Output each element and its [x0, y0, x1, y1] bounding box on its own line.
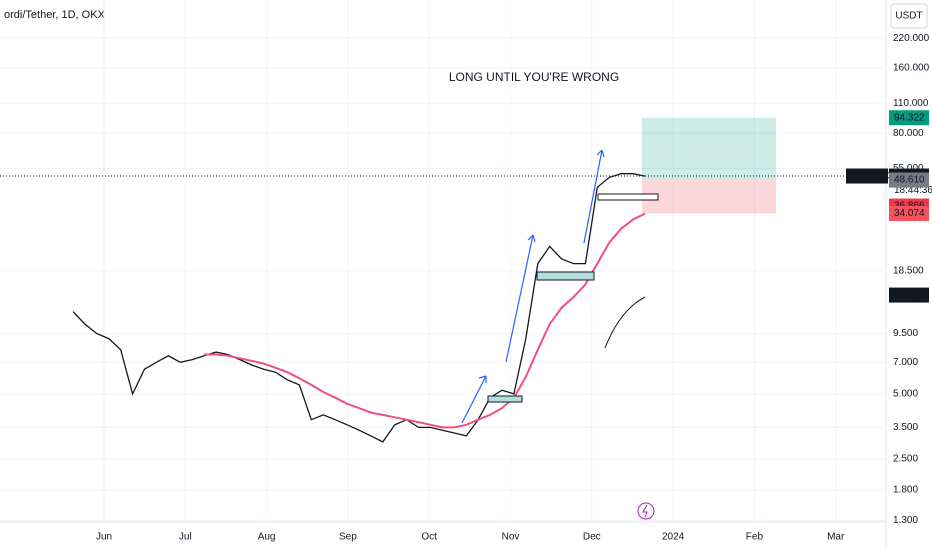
plot [0, 0, 886, 522]
sketch-line [604, 296, 646, 349]
x-tick-label: Jul [179, 532, 192, 543]
symbol-bg [846, 168, 888, 184]
y-tick-label: 9.500 [893, 328, 918, 339]
chart-title: ordi/Tether, 1D, OKX [4, 9, 106, 21]
zone [536, 271, 595, 281]
zone [597, 193, 659, 201]
price-label-bg [889, 172, 929, 188]
x-tick-label: Sep [339, 532, 357, 543]
zone [487, 395, 523, 403]
price-label-bg [889, 110, 929, 126]
x-tick-label: Nov [502, 532, 520, 543]
y-tick-label: 2.500 [893, 454, 918, 465]
y-tick-label: 18.500 [893, 266, 924, 277]
y-tick-label: 3.500 [893, 422, 918, 433]
price-label-bg [889, 287, 929, 303]
price-label: 34.074 [894, 208, 925, 219]
currency-button[interactable] [890, 3, 928, 29]
y-tick-label: 5.000 [893, 389, 918, 400]
x-tick-label: Aug [258, 532, 276, 543]
x-tick-label: Jun [96, 532, 112, 543]
x-tick-label: Oct [421, 532, 437, 543]
y-tick-label: 110.000 [893, 98, 929, 109]
price-label: 48.610 [894, 175, 925, 186]
x-tick-label: Mar [827, 532, 845, 543]
profit-zone [642, 117, 776, 181]
event-icon[interactable] [637, 502, 655, 520]
x-tick-label: 2024 [662, 532, 685, 543]
loss-zone [642, 180, 776, 214]
series-line [72, 173, 646, 443]
currency[interactable]: USDT [895, 11, 922, 22]
price-label: 14.304 [894, 290, 925, 301]
annotation: LONG UNTIL YOU'RE WRONG [449, 70, 619, 84]
price-label: 94.322 [894, 112, 925, 123]
y-tick-label: 1.800 [893, 485, 918, 496]
series-line [204, 212, 646, 429]
y-tick-label: 1.300 [893, 515, 918, 526]
event-icon-bolt [642, 504, 648, 518]
countdown: 18:44:36 [894, 185, 932, 196]
y-tick-label: 7.000 [893, 357, 918, 368]
arrows [461, 149, 605, 424]
x-tick-label: Dec [583, 532, 601, 543]
x-tick-label: Feb [746, 532, 764, 543]
y-tick-label: 80.000 [893, 128, 924, 139]
y-tick-label: 160.000 [893, 63, 930, 74]
symbol: ORDIUSDT [849, 170, 897, 180]
y-tick-label: 220.000 [893, 33, 930, 44]
price-label-bg [889, 205, 929, 221]
